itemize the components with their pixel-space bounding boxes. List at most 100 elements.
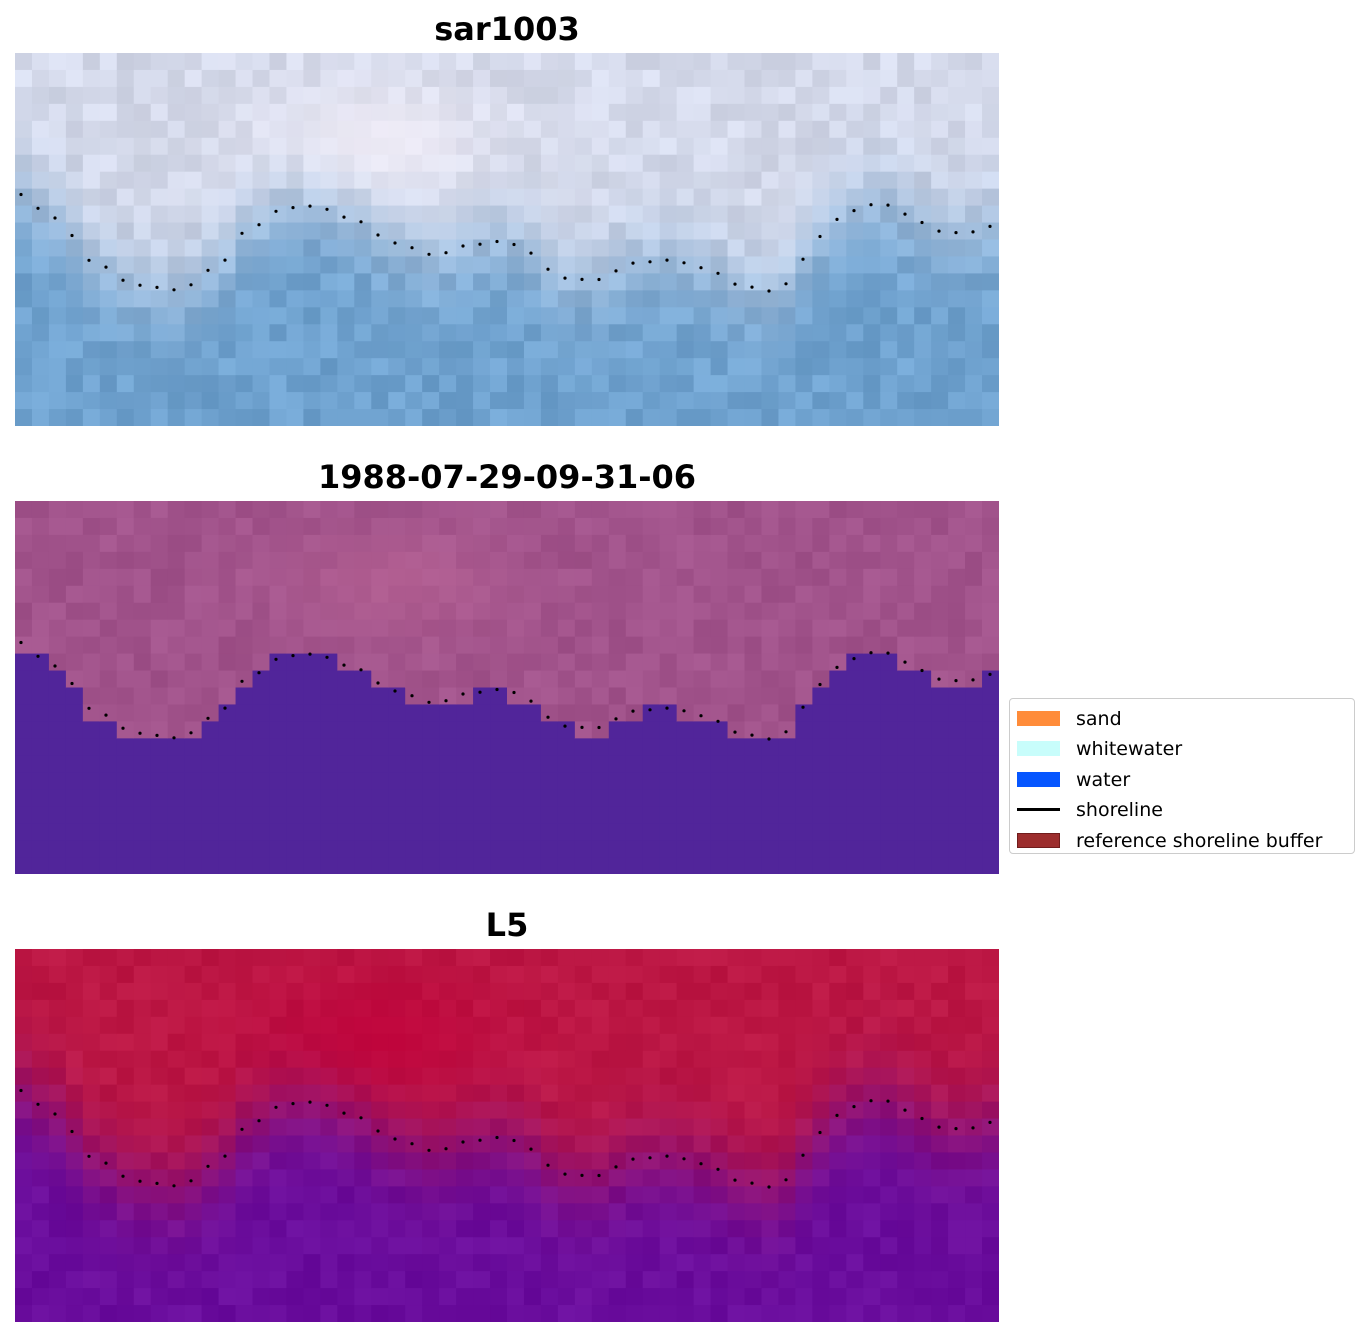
image-pixel (880, 670, 898, 689)
image-pixel (473, 375, 491, 393)
image-pixel (473, 1186, 491, 1204)
image-pixel (133, 636, 152, 655)
image-pixel (31, 789, 50, 807)
image-pixel (490, 857, 508, 874)
image-pixel (422, 823, 440, 841)
image-pixel (116, 1254, 135, 1272)
image-pixel (252, 137, 271, 156)
image-pixel (829, 602, 847, 621)
image-pixel (710, 982, 729, 1001)
image-pixel (931, 1050, 949, 1069)
image-pixel (65, 551, 84, 570)
image-pixel (337, 1220, 355, 1238)
image-pixel (82, 789, 101, 807)
image-pixel (812, 137, 830, 156)
image-pixel (744, 1033, 763, 1052)
image-pixel (269, 687, 288, 706)
image-pixel (286, 1169, 305, 1187)
image-pixel (184, 585, 203, 604)
image-pixel (473, 840, 491, 858)
image-pixel (863, 341, 881, 359)
image-pixel (167, 619, 186, 638)
image-pixel (269, 392, 288, 410)
image-pixel (795, 619, 813, 638)
image-pixel (676, 772, 695, 790)
image-pixel (456, 1169, 474, 1187)
image-pixel (354, 324, 372, 342)
image-pixel (591, 222, 610, 241)
image-pixel (914, 1237, 932, 1255)
image-pixel (439, 1016, 457, 1035)
image-pixel (829, 154, 847, 173)
image-pixel (948, 806, 966, 824)
image-pixel (133, 949, 152, 967)
image-pixel (523, 324, 542, 342)
image-pixel (388, 1084, 406, 1103)
image-pixel (778, 103, 797, 122)
image-pixel (150, 704, 169, 722)
image-pixel (48, 120, 67, 139)
image-pixel (405, 840, 423, 858)
image-pixel (727, 738, 746, 756)
image-pixel (897, 1152, 915, 1170)
image-pixel (676, 999, 695, 1018)
image-pixel (574, 1254, 593, 1272)
image-pixel (269, 1169, 288, 1187)
image-pixel (252, 551, 271, 570)
image-pixel (133, 1169, 152, 1187)
image-pixel (48, 375, 67, 393)
image-pixel (422, 755, 440, 773)
image-pixel (710, 534, 729, 553)
image-pixel (201, 1169, 220, 1187)
image-pixel (405, 375, 423, 393)
image-pixel (795, 171, 813, 190)
image-pixel (846, 999, 864, 1018)
image-pixel (897, 1016, 915, 1035)
image-pixel (982, 188, 999, 207)
image-pixel (574, 103, 593, 122)
image-pixel (269, 1050, 288, 1069)
image-pixel (201, 307, 220, 325)
image-pixel (218, 1271, 237, 1289)
image-pixel (252, 1152, 271, 1170)
image-pixel (829, 1118, 847, 1137)
image-pixel (439, 534, 457, 553)
image-pixel (150, 1288, 169, 1306)
image-pixel (744, 1220, 763, 1238)
image-pixel (507, 120, 525, 139)
image-pixel (557, 738, 576, 756)
image-pixel (218, 1237, 237, 1255)
legend-item-water: water (1010, 765, 1354, 795)
image-pixel (184, 999, 203, 1018)
image-pixel (48, 1305, 67, 1322)
image-pixel (778, 534, 797, 553)
image-pixel (982, 1016, 999, 1035)
image-pixel (965, 772, 983, 790)
image-pixel (982, 840, 999, 858)
image-pixel (99, 1118, 118, 1137)
image-pixel (218, 171, 237, 190)
image-pixel (795, 1169, 813, 1187)
image-pixel (795, 1135, 813, 1154)
image-pixel (914, 501, 932, 519)
image-pixel (914, 949, 932, 967)
image-pixel (65, 1186, 84, 1204)
image-pixel (880, 789, 898, 807)
image-pixel (82, 755, 101, 773)
image-pixel (863, 704, 881, 722)
image-pixel (693, 137, 712, 156)
image-pixel (897, 1118, 915, 1137)
image-pixel (439, 324, 457, 342)
image-pixel (778, 341, 797, 359)
image-pixel (523, 1118, 542, 1137)
image-pixel (608, 949, 627, 967)
image-pixel (65, 517, 84, 536)
image-pixel (523, 949, 542, 967)
image-pixel (880, 137, 898, 156)
image-pixel (337, 392, 355, 410)
image-pixel (490, 239, 508, 258)
image-pixel (846, 154, 864, 173)
image-pixel (863, 1118, 881, 1137)
image-pixel (286, 1101, 305, 1120)
image-pixel (235, 982, 254, 1001)
